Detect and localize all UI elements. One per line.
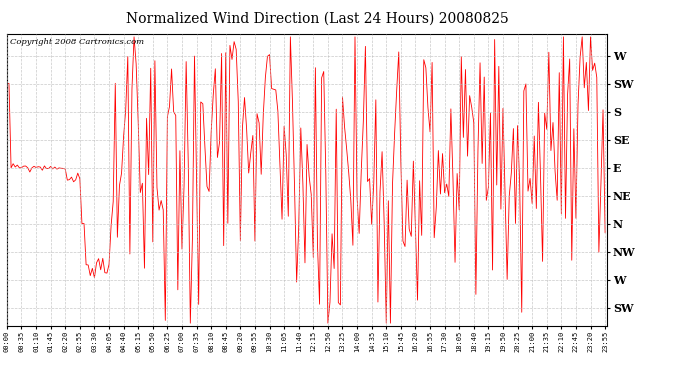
Text: Normalized Wind Direction (Last 24 Hours) 20080825: Normalized Wind Direction (Last 24 Hours… bbox=[126, 11, 509, 25]
Text: Copyright 2008 Cartronics.com: Copyright 2008 Cartronics.com bbox=[10, 38, 144, 46]
